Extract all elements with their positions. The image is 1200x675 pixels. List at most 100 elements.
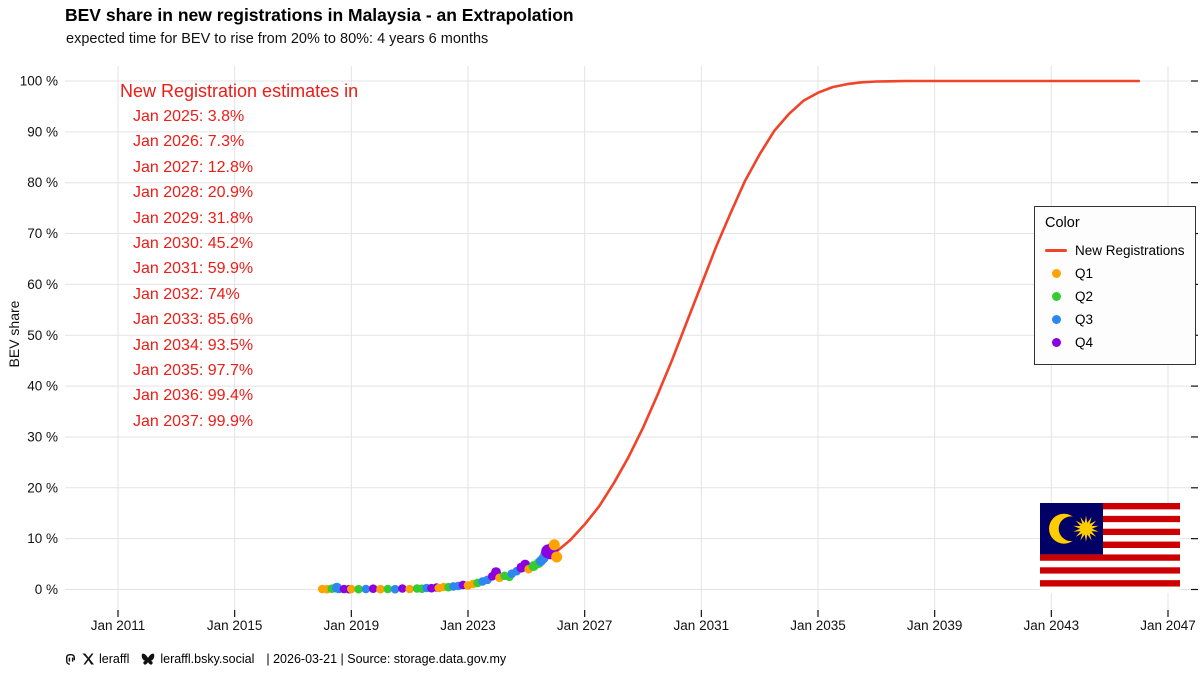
dot-swatch-icon: [1045, 292, 1067, 301]
legend-item-q4: Q4: [1045, 331, 1185, 354]
x-tick-label: Jan 2031: [674, 618, 730, 633]
flag-stripe: [1040, 573, 1180, 581]
estimate-line: Jan 2030: 45.2%: [133, 235, 254, 253]
flag-crescent-cut: [1058, 516, 1084, 541]
footer: leraffl leraffl.bsky.social | 2026-03-21…: [64, 652, 506, 666]
scatter-dot-q1: [551, 551, 563, 563]
y-tick-label: 80 %: [27, 175, 58, 190]
scatter-dot-q3: [390, 584, 400, 594]
chart-subtitle: expected time for BEV to rise from 20% t…: [66, 31, 489, 47]
swatch-mark: [1051, 338, 1061, 347]
legend-item-label: Q4: [1075, 335, 1094, 350]
legend-items: New Registrations Q1 Q2 Q3 Q4: [1045, 239, 1185, 354]
x-icon: [82, 653, 94, 665]
estimate-line: Jan 2032: 74%: [133, 285, 240, 303]
estimates-lines: Jan 2025: 3.8% Jan 2026: 7.3% Jan 2027: 12…: [120, 104, 358, 434]
estimate-line: Jan 2037: 99.9%: [133, 412, 254, 430]
dot-swatch-icon: [1045, 315, 1067, 324]
estimate-line: Jan 2035: 97.7%: [133, 362, 254, 380]
flag-stripe: [1040, 515, 1180, 523]
y-tick-label: 40 %: [27, 379, 58, 394]
chart-title: BEV share in new registrations in Malays…: [65, 5, 574, 25]
mastodon-icon: [66, 653, 75, 665]
dot-swatch-icon: [1045, 269, 1067, 278]
malaysia-flag: [1040, 503, 1180, 593]
flag-stripe: [1040, 503, 1180, 510]
swatch-mark: [1051, 315, 1061, 324]
estimate-line: Jan 2033: 85.6%: [133, 311, 254, 329]
legend-item-q3: Q3: [1045, 308, 1185, 331]
estimate-line: Jan 2026: 7.3%: [133, 133, 245, 151]
estimate-line: Jan 2025: 3.8%: [133, 108, 245, 125]
x-tick-label: Jan 2039: [907, 618, 963, 633]
swatch-mark: [1051, 269, 1061, 278]
scatter-dot-q1: [347, 584, 356, 594]
x-tick-label: Jan 2023: [440, 618, 496, 633]
x-tick-label: Jan 2019: [324, 618, 380, 633]
flag-stripe: [1040, 541, 1180, 548]
y-axis-title: BEV share: [6, 300, 22, 368]
x-tick-label: Jan 2047: [1140, 618, 1196, 633]
y-tick-label: 90 %: [27, 124, 58, 139]
y-tick-label: 70 %: [27, 226, 58, 241]
flag-stripe: [1040, 522, 1180, 529]
x-tick-label: Jan 2027: [557, 618, 613, 633]
swatch-mark: [1045, 249, 1067, 252]
flag-stripe: [1040, 528, 1180, 536]
scatter-dot-q1: [376, 584, 385, 594]
legend-item-label: Q2: [1075, 289, 1094, 304]
legend-item-label: Q3: [1075, 312, 1094, 327]
legend-item-q2: Q2: [1045, 285, 1185, 308]
line-swatch-icon: [1045, 249, 1067, 252]
bluesky-butterfly-icon: [142, 653, 155, 665]
flag-stripe: [1040, 554, 1180, 561]
legend-item-label: Q1: [1075, 266, 1094, 281]
y-tick-label: 100 %: [20, 74, 58, 89]
legend-box: Color New Registrations Q1 Q2 Q3 Q4: [1034, 206, 1196, 365]
swatch-mark: [1051, 292, 1061, 301]
estimates-heading: New Registration estimates in: [120, 81, 359, 101]
scatter-dot-q2: [354, 584, 363, 594]
scatter-dot-q2: [383, 584, 393, 594]
scatter-dot-q4: [398, 584, 407, 593]
legend-item-new-registrations: New Registrations: [1045, 239, 1185, 262]
estimate-line: Jan 2034: 93.5%: [133, 336, 254, 354]
estimate-line: Jan 2031: 59.9%: [133, 260, 254, 278]
footer-meta: | 2026-03-21 | Source: storage.data.gov.…: [266, 652, 507, 666]
x-tick-label: Jan 2043: [1024, 618, 1080, 633]
y-tick-label: 20 %: [27, 480, 58, 495]
estimate-line: Jan 2027: 12.8%: [133, 158, 254, 176]
flag-stripe: [1040, 560, 1180, 568]
y-tick-label: 0 %: [35, 582, 58, 597]
flag-star: [1073, 515, 1099, 542]
legend-title: Color: [1045, 215, 1080, 231]
scatter-dot-q1: [405, 584, 415, 594]
dot-swatch-icon: [1045, 338, 1067, 347]
estimate-line: Jan 2029: 31.8%: [133, 209, 254, 227]
x-tick-label: Jan 2015: [207, 618, 263, 633]
scatter-dot-q1: [548, 539, 560, 551]
estimate-line: Jan 2036: 99.4%: [133, 387, 254, 405]
flag-stripe: [1040, 509, 1180, 516]
scatter-dot-q3: [361, 584, 371, 594]
flag-stripe: [1040, 535, 1180, 542]
extrapolation-curve: [525, 79, 1141, 572]
flag-stripe: [1040, 586, 1180, 593]
scatter-dot-q4: [368, 584, 378, 593]
y-tick-label: 60 %: [27, 277, 58, 292]
y-tick-label: 50 %: [27, 328, 58, 343]
bsky-handle: leraffl.bsky.social: [160, 652, 255, 666]
flag-stripe: [1040, 548, 1180, 555]
flag-stripe: [1040, 567, 1180, 574]
estimate-line: Jan 2028: 20.9%: [133, 184, 254, 202]
flag-stripe: [1040, 580, 1180, 587]
x-tick-label: Jan 2011: [91, 618, 146, 633]
x-tick-label: Jan 2035: [790, 618, 846, 633]
estimates-annotation: New Registration estimates in Jan 2025: …: [120, 78, 358, 434]
mastodon-handle: leraffl: [99, 652, 130, 666]
y-tick-label: 10 %: [27, 531, 58, 546]
legend-item-label: New Registrations: [1075, 243, 1185, 258]
y-tick-label: 30 %: [27, 429, 58, 444]
